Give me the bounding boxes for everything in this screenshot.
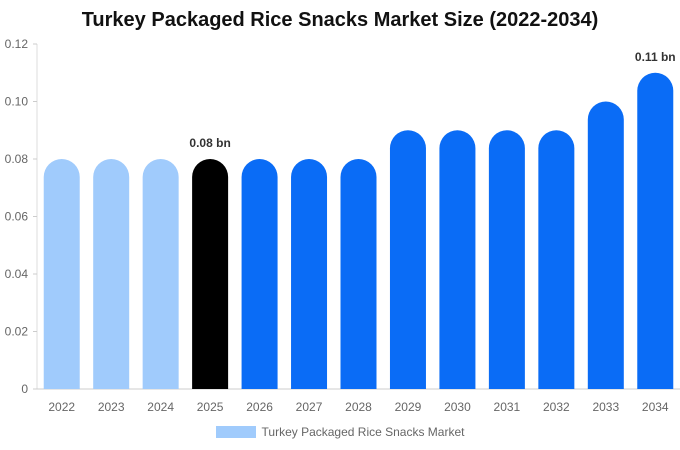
chart-title: Turkey Packaged Rice Snacks Market Size …: [81, 9, 599, 31]
y-tick-label: 0.12: [5, 37, 29, 51]
x-tick-label: 2029: [395, 400, 422, 414]
bar-2023: [93, 159, 130, 389]
legend-swatch: [215, 426, 256, 438]
x-tick-label: 2033: [592, 400, 619, 414]
bar-2024: [142, 159, 179, 389]
x-tick-label: 2025: [197, 400, 224, 414]
y-tick-label: 0.08: [5, 152, 29, 166]
x-tick-label: 2027: [296, 400, 323, 414]
legend-label: Turkey Packaged Rice Snacks Market: [261, 425, 465, 439]
y-tick-label: 0: [21, 382, 28, 396]
x-tick-label: 2032: [543, 400, 570, 414]
bar-2030: [439, 130, 476, 390]
y-tick-label: 0.06: [5, 210, 29, 224]
y-tick-label: 0.02: [5, 325, 29, 339]
data-label-2034: 0.11 bn: [635, 50, 676, 64]
bar-2026: [241, 159, 278, 389]
data-label-2025: 0.08 bn: [189, 136, 230, 150]
x-tick-label: 2028: [345, 400, 372, 414]
bar-2025: [192, 159, 229, 389]
bar-2027: [291, 159, 328, 389]
x-tick-label: 2034: [642, 400, 669, 414]
x-tick-label: 2026: [246, 400, 273, 414]
bar-2032: [538, 130, 575, 390]
x-tick-label: 2024: [147, 400, 174, 414]
bar-2031: [488, 130, 525, 389]
x-tick-label: 2023: [98, 400, 125, 414]
x-tick-label: 2030: [444, 400, 471, 414]
x-tick-label: 2031: [494, 400, 521, 414]
bar-2022: [43, 159, 80, 389]
y-tick-label: 0.04: [5, 267, 29, 281]
bar-2034: [637, 72, 674, 389]
bar-2029: [389, 130, 426, 390]
x-tick-label: 2022: [48, 400, 75, 414]
y-tick-label: 0.10: [5, 95, 29, 109]
bar-2033: [587, 101, 624, 389]
bar-2028: [340, 159, 377, 389]
legend[interactable]: Turkey Packaged Rice Snacks Market: [0, 425, 680, 439]
